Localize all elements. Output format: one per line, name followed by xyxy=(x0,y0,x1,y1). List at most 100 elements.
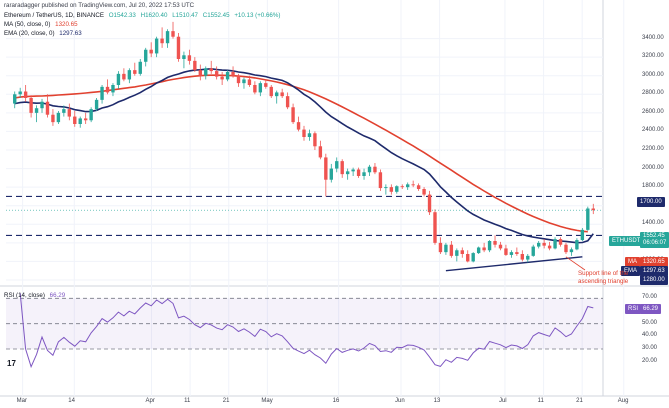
candle-body xyxy=(433,212,437,243)
price-tick-label: 3200.00 xyxy=(642,53,664,60)
last-price-tag: 1552.45 06:06:07 xyxy=(640,232,669,248)
candle-body xyxy=(296,122,301,130)
time-tick-label: 11 xyxy=(184,398,191,404)
candle-body xyxy=(515,252,519,254)
open-value: O1542.33 xyxy=(108,12,136,19)
price-tick-label: 2000.00 xyxy=(642,164,664,171)
candle-body xyxy=(411,184,415,186)
candle-body xyxy=(416,185,421,189)
candle-body xyxy=(438,242,443,253)
low-value: L1510.47 xyxy=(172,12,198,19)
candle-body xyxy=(367,166,372,173)
candle-body xyxy=(214,71,219,77)
candle-body xyxy=(340,161,344,175)
rsi-tick-label: 70.00 xyxy=(642,294,658,301)
price-tick-label: 2800.00 xyxy=(642,90,664,97)
countdown-value: 06:06:07 xyxy=(643,240,667,246)
time-tick-label: Jul xyxy=(498,398,507,404)
change-value: +10.13 (+0.66%) xyxy=(234,12,281,19)
candle-body xyxy=(100,86,104,100)
candle-body xyxy=(427,194,432,213)
ma-legend-value: 1320.65 xyxy=(55,21,78,28)
candle-body xyxy=(23,91,28,98)
candle-body xyxy=(198,70,202,76)
candle-body xyxy=(83,118,88,121)
candle-body xyxy=(144,49,148,62)
time-tick-label: Apr xyxy=(145,398,155,404)
symbol-legend: Ethereum / TetherUS, 1D, BINANCE O1542.3… xyxy=(4,12,280,19)
time-tick-label: 13 xyxy=(433,398,441,404)
rsi-legend-label: RSI (14, close) xyxy=(4,292,45,299)
candle-body xyxy=(373,166,377,173)
candle-body xyxy=(133,70,137,74)
candle-body xyxy=(258,83,263,93)
level-1700-tag: 1700.00 xyxy=(637,197,665,207)
last-price-value: 1552.45 xyxy=(643,233,665,239)
candle-body xyxy=(586,208,590,230)
candle-body xyxy=(154,38,159,54)
candle-body xyxy=(34,108,39,113)
ma-value-tag: 1320.65 xyxy=(640,257,668,267)
candle-body xyxy=(285,96,290,108)
rsi-tick-label: 40.00 xyxy=(642,332,658,339)
candle-body xyxy=(335,161,339,169)
candle-body xyxy=(362,172,366,176)
candle-body xyxy=(313,133,317,147)
candle-body xyxy=(18,91,22,95)
candle-body xyxy=(487,241,492,251)
rsi-legend-value: 66.29 xyxy=(49,292,66,299)
candle-body xyxy=(302,129,306,137)
annotation-line-2: ascending triangle xyxy=(578,278,629,285)
support-annotation: Support line of the ascending triangle xyxy=(578,270,628,286)
candle-body xyxy=(116,73,121,85)
price-tick-label: 2400.00 xyxy=(642,127,664,134)
candle-body xyxy=(504,248,508,255)
candle-body xyxy=(275,92,279,97)
candle-body xyxy=(253,85,257,93)
candle-body xyxy=(67,109,72,117)
candle-body xyxy=(176,36,181,59)
candle-body xyxy=(526,255,530,260)
candle-body xyxy=(225,72,230,80)
rsi-legend[interactable]: RSI (14, close) 66.29 xyxy=(4,292,65,299)
candle-body xyxy=(149,49,153,54)
candle-body xyxy=(553,239,557,249)
ma-legend-label: MA (50, close, 0) xyxy=(4,21,51,28)
support-trendline xyxy=(445,256,583,272)
candle-body xyxy=(165,31,170,44)
price-tick-label: 3400.00 xyxy=(642,34,664,41)
candle-body xyxy=(127,70,132,80)
candle-body xyxy=(476,247,481,254)
candle-body xyxy=(547,245,552,249)
time-tick-label: May xyxy=(261,398,273,404)
candle-body xyxy=(449,244,454,256)
price-tick-label: 1400.00 xyxy=(642,220,664,227)
rsi-tick-label: 20.00 xyxy=(642,357,658,364)
candle-body xyxy=(345,171,350,175)
ma-legend[interactable]: MA (50, close, 0) 1320.65 xyxy=(4,21,78,28)
candle-body xyxy=(531,246,535,256)
candle-body xyxy=(182,55,186,59)
ema-legend[interactable]: EMA (20, close, 0) 1297.63 xyxy=(4,30,82,37)
candle-body xyxy=(318,146,323,158)
tradingview-logo[interactable]: 17 xyxy=(7,359,16,368)
candle-body xyxy=(247,79,252,85)
level-1280-tag: 1280.00 xyxy=(640,275,668,285)
close-value: C1552.45 xyxy=(202,12,230,19)
candle-body xyxy=(542,242,546,246)
symbol-name: Ethereum / TetherUS, 1D, BINANCE xyxy=(4,12,104,19)
time-tick-label: Mar xyxy=(16,398,27,404)
candle-body xyxy=(171,31,175,37)
candle-body xyxy=(406,184,410,188)
candle-body xyxy=(378,172,383,189)
candle-body xyxy=(520,254,525,260)
ma-tag: MA xyxy=(625,257,640,267)
rsi-line xyxy=(19,293,594,369)
candle-body xyxy=(356,169,361,176)
candle-body xyxy=(351,169,355,172)
candle-body xyxy=(209,68,213,72)
candle-body xyxy=(400,186,404,188)
candle-body xyxy=(569,249,574,253)
